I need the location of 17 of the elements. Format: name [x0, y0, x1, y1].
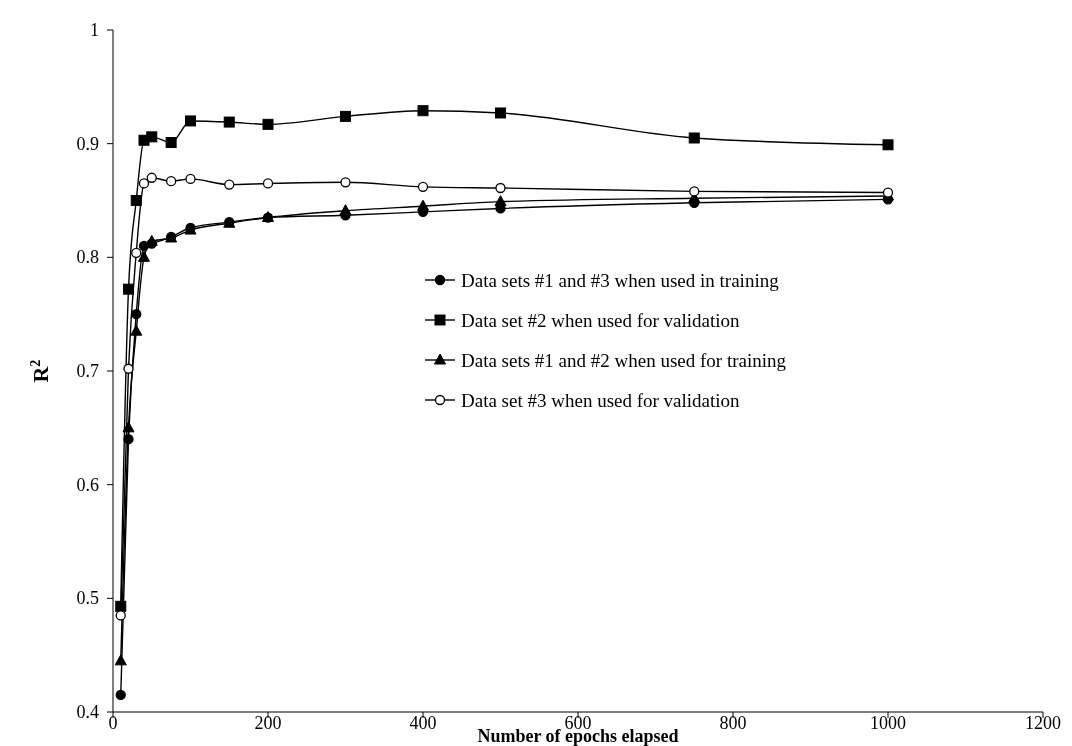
x-tick-label: 400: [409, 713, 437, 733]
x-tick-label: 200: [254, 713, 282, 733]
x-tick-label: 1200: [1025, 713, 1061, 733]
y-tick-label: 1: [90, 20, 99, 40]
legend-label: Data sets #1 and #3 when used in training: [461, 269, 780, 291]
legend-label: Data set #2 when used for validation: [461, 309, 741, 331]
y-tick-label: 0.8: [76, 247, 99, 268]
legend-label: Data sets #1 and #2 when used for training: [461, 349, 787, 371]
x-tick-label: 800: [719, 713, 747, 733]
y-tick-label: 0.6: [76, 474, 99, 495]
x-tick-label: 1000: [870, 713, 906, 733]
x-tick-label: 0: [108, 713, 118, 733]
y-tick-label: 0.7: [76, 361, 99, 381]
y-tick-label: 0.9: [76, 133, 99, 154]
legend-label: Data set #3 when used for validation: [461, 389, 741, 411]
y-tick-label: 0.4: [76, 702, 99, 722]
y-tick-label: 0.5: [76, 588, 99, 609]
